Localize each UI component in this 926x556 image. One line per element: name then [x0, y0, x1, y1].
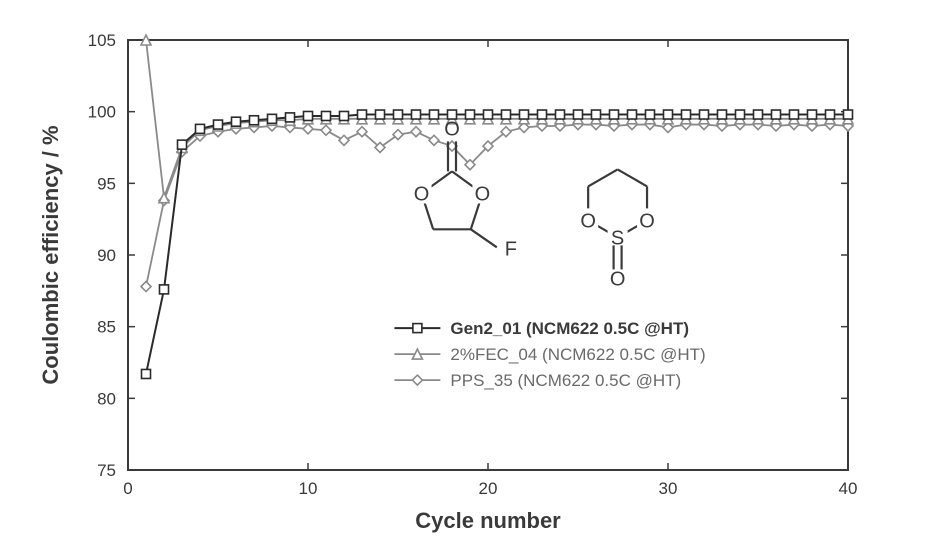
svg-text:O: O	[444, 118, 460, 140]
svg-text:O: O	[414, 184, 430, 206]
svg-text:S: S	[611, 227, 624, 249]
x-tick-label: 0	[123, 479, 132, 498]
x-tick-label: 40	[839, 479, 858, 498]
plot-frame	[128, 40, 848, 470]
svg-text:O: O	[639, 210, 655, 232]
series-line-pps	[146, 125, 848, 287]
y-axis-label: Coulombic efficiency / %	[38, 125, 63, 384]
svg-text:O: O	[475, 184, 491, 206]
legend-label-gen2: Gen2_01 (NCM622 0.5C @HT)	[450, 319, 689, 338]
legend-label-fec: 2%FEC_04 (NCM622 0.5C @HT)	[450, 345, 705, 364]
y-tick-label: 85	[97, 318, 116, 337]
y-tick-label: 105	[88, 31, 116, 50]
x-tick-label: 10	[299, 479, 318, 498]
svg-text:O: O	[610, 268, 626, 290]
y-tick-label: 75	[97, 461, 116, 480]
y-tick-label: 90	[97, 246, 116, 265]
legend-label-pps: PPS_35 (NCM622 0.5C @HT)	[450, 371, 681, 390]
y-tick-label: 95	[97, 174, 116, 193]
y-tick-label: 80	[97, 389, 116, 408]
x-axis-label: Cycle number	[415, 508, 561, 533]
x-tick-label: 30	[659, 479, 678, 498]
svg-text:F: F	[505, 238, 517, 260]
y-tick-label: 100	[88, 103, 116, 122]
x-tick-label: 20	[479, 479, 498, 498]
svg-text:O: O	[580, 210, 596, 232]
